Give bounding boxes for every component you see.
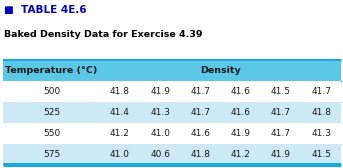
- Text: 41.7: 41.7: [190, 87, 210, 96]
- Text: 550: 550: [43, 129, 60, 138]
- Text: 41.3: 41.3: [311, 129, 331, 138]
- Text: 525: 525: [43, 108, 60, 117]
- Text: 41.7: 41.7: [271, 129, 291, 138]
- Text: 41.9: 41.9: [150, 87, 170, 96]
- Text: 41.9: 41.9: [230, 129, 251, 138]
- Text: 41.7: 41.7: [311, 87, 331, 96]
- Text: 41.5: 41.5: [271, 87, 291, 96]
- Text: ■  TABLE 4E.6: ■ TABLE 4E.6: [4, 5, 87, 15]
- Text: 41.4: 41.4: [110, 108, 130, 117]
- Text: 41.3: 41.3: [150, 108, 170, 117]
- Text: 41.0: 41.0: [150, 129, 170, 138]
- Text: 41.0: 41.0: [110, 150, 130, 159]
- Text: 41.8: 41.8: [190, 150, 210, 159]
- Text: 41.9: 41.9: [271, 150, 291, 159]
- Text: Baked Density Data for Exercise 4.39: Baked Density Data for Exercise 4.39: [4, 30, 203, 39]
- Text: 41.5: 41.5: [311, 150, 331, 159]
- Text: 41.7: 41.7: [190, 108, 210, 117]
- Text: 41.2: 41.2: [110, 129, 130, 138]
- Text: 41.8: 41.8: [311, 108, 331, 117]
- Text: 40.6: 40.6: [150, 150, 170, 159]
- Text: 41.8: 41.8: [110, 87, 130, 96]
- Text: 41.6: 41.6: [230, 108, 251, 117]
- Text: 41.6: 41.6: [190, 129, 210, 138]
- Text: Temperature (°C): Temperature (°C): [5, 66, 98, 75]
- Text: Density: Density: [200, 66, 241, 75]
- Text: 500: 500: [43, 87, 60, 96]
- Text: 41.6: 41.6: [230, 87, 251, 96]
- Text: 575: 575: [43, 150, 60, 159]
- Text: 41.2: 41.2: [231, 150, 251, 159]
- Text: 41.7: 41.7: [271, 108, 291, 117]
